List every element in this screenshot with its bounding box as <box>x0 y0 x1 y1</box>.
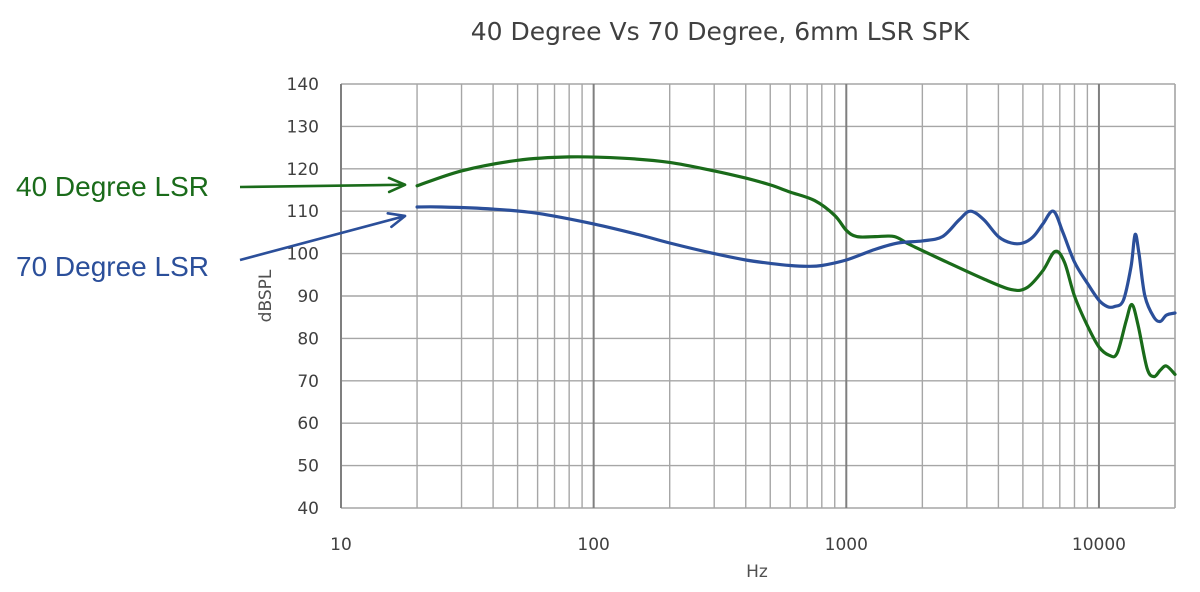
y-tick-label: 100 <box>287 245 319 265</box>
x-tick-label: 100 <box>577 535 609 555</box>
y-tick-label: 60 <box>297 414 319 434</box>
x-axis-title: Hz <box>746 562 768 582</box>
y-tick-label: 40 <box>297 499 319 519</box>
annotation-arrow <box>239 183 406 189</box>
x-tick-label: 10 <box>330 535 352 555</box>
y-tick-label: 90 <box>297 287 319 307</box>
x-tick-label: 10000 <box>1072 535 1126 555</box>
annotation-layer: 40 Degree LSR 70 Degree LSR <box>16 171 407 282</box>
y-axis-tick-labels: 40 50 60 70 80 90 100 110 120 130 140 <box>287 75 319 519</box>
y-tick-label: 110 <box>287 202 319 222</box>
x-tick-label: 1000 <box>825 535 868 555</box>
chart-grid <box>340 83 1176 509</box>
series-line-70-degree <box>415 205 1177 324</box>
y-tick-label: 70 <box>297 372 319 392</box>
y-tick-label: 130 <box>287 117 319 137</box>
y-tick-label: 80 <box>297 329 319 349</box>
y-axis-title: dBSPL <box>256 269 276 322</box>
annotation-label-40-degree: 40 Degree LSR <box>16 171 209 202</box>
annotation-arrow <box>239 214 406 262</box>
series-layer <box>415 155 1177 379</box>
annotation-arrowhead <box>386 212 407 229</box>
chart-title: 40 Degree Vs 70 Degree, 6mm LSR SPK <box>471 17 970 46</box>
y-tick-label: 120 <box>287 160 319 180</box>
x-axis-tick-labels: 10 100 1000 10000 <box>330 535 1126 555</box>
annotation-arrowhead <box>387 176 407 194</box>
series-line-40-degree <box>415 155 1177 379</box>
y-tick-label: 50 <box>297 457 319 477</box>
y-tick-label: 140 <box>287 75 319 95</box>
annotation-label-70-degree: 70 Degree LSR <box>16 251 209 282</box>
